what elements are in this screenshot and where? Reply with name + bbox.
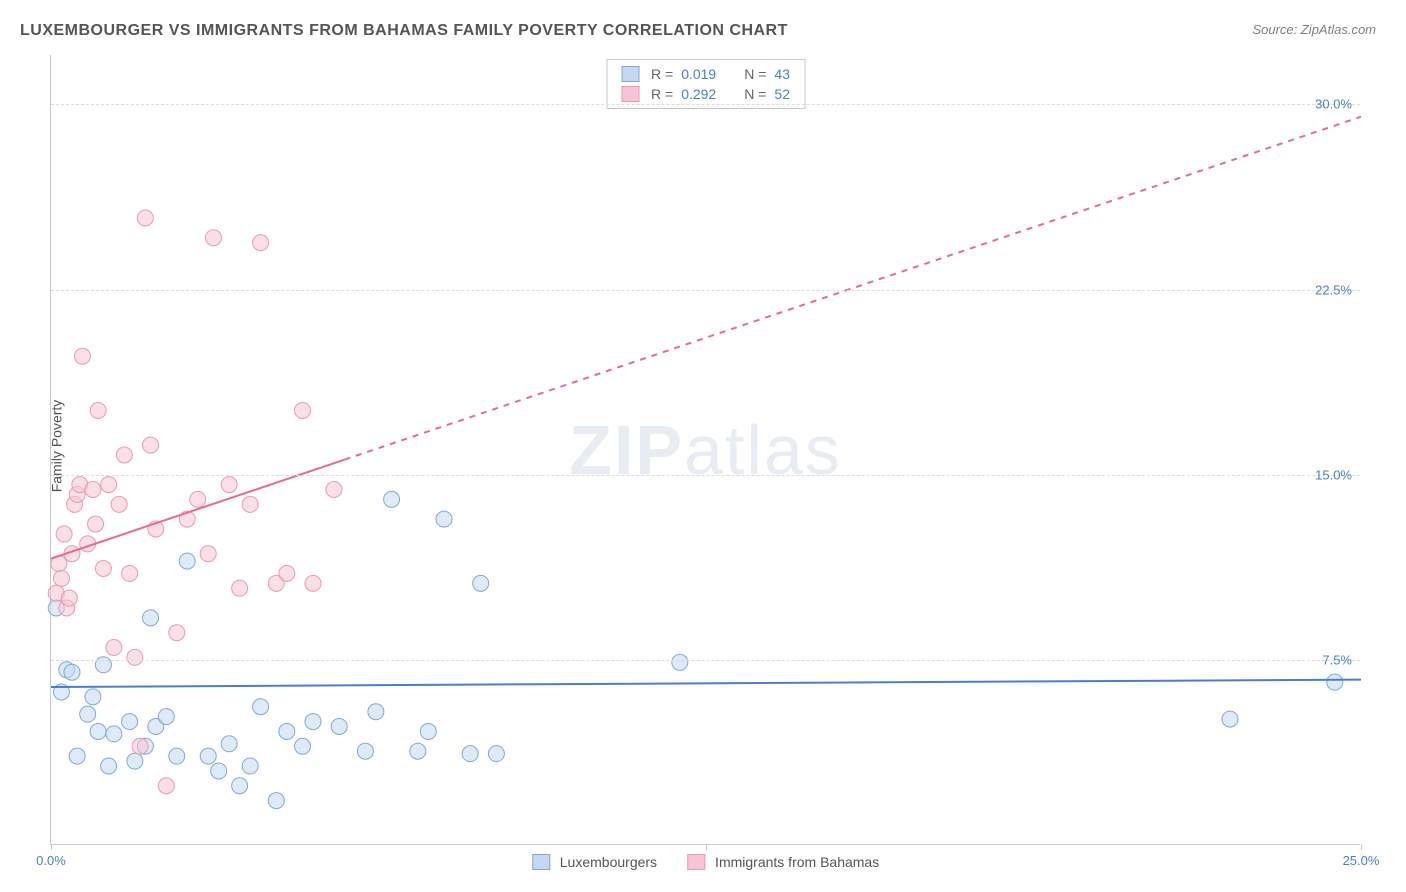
data-point	[132, 738, 148, 754]
data-point	[111, 496, 127, 512]
data-point	[1327, 674, 1343, 690]
data-point	[488, 746, 504, 762]
data-point	[253, 699, 269, 715]
data-point	[74, 348, 90, 364]
data-point	[101, 758, 117, 774]
data-point	[190, 491, 206, 507]
data-point	[420, 723, 436, 739]
data-point	[242, 758, 258, 774]
legend-label-luxembourgers: Luxembourgers	[560, 854, 657, 870]
chart-plot-area: ZIPatlas R = 0.019 N = 43 R = 0.292 N = …	[50, 55, 1360, 845]
trend-line-dashed	[344, 117, 1361, 460]
data-point	[95, 561, 111, 577]
x-tick	[51, 844, 52, 850]
legend-item-luxembourgers: Luxembourgers	[532, 854, 657, 870]
x-tick	[1361, 844, 1362, 850]
data-point	[268, 793, 284, 809]
data-point	[179, 553, 195, 569]
chart-source: Source: ZipAtlas.com	[1252, 22, 1376, 37]
data-point	[242, 496, 258, 512]
data-point	[295, 738, 311, 754]
legend-item-bahamas: Immigrants from Bahamas	[687, 854, 879, 870]
data-point	[127, 753, 143, 769]
data-point	[137, 210, 153, 226]
data-point	[221, 477, 237, 493]
data-point	[368, 704, 384, 720]
data-point	[232, 580, 248, 596]
chart-title: LUXEMBOURGER VS IMMIGRANTS FROM BAHAMAS …	[20, 22, 788, 40]
x-tick-label: 0.0%	[36, 853, 66, 868]
data-point	[384, 491, 400, 507]
data-point	[200, 546, 216, 562]
data-point	[85, 482, 101, 498]
data-point	[122, 714, 138, 730]
data-point	[158, 709, 174, 725]
x-tick	[706, 844, 707, 850]
gridline	[51, 104, 1360, 105]
data-point	[279, 723, 295, 739]
data-point	[80, 706, 96, 722]
y-tick-label: 15.0%	[1315, 467, 1352, 482]
data-point	[205, 230, 221, 246]
swatch-bahamas	[687, 854, 705, 870]
data-point	[85, 689, 101, 705]
data-point	[279, 565, 295, 581]
scatter-svg	[51, 55, 1360, 844]
data-point	[127, 649, 143, 665]
data-point	[211, 763, 227, 779]
series-legend: Luxembourgers Immigrants from Bahamas	[532, 854, 879, 870]
data-point	[672, 654, 688, 670]
data-point	[143, 610, 159, 626]
x-tick-label: 25.0%	[1343, 853, 1380, 868]
data-point	[462, 746, 478, 762]
data-point	[101, 477, 117, 493]
data-point	[169, 748, 185, 764]
data-point	[158, 778, 174, 794]
data-point	[116, 447, 132, 463]
data-point	[122, 565, 138, 581]
data-point	[90, 723, 106, 739]
gridline	[51, 660, 1360, 661]
data-point	[436, 511, 452, 527]
data-point	[357, 743, 373, 759]
data-point	[410, 743, 426, 759]
gridline	[51, 290, 1360, 291]
data-point	[473, 575, 489, 591]
data-point	[331, 719, 347, 735]
data-point	[169, 625, 185, 641]
y-tick-label: 22.5%	[1315, 282, 1352, 297]
data-point	[88, 516, 104, 532]
data-point	[64, 664, 80, 680]
data-point	[253, 235, 269, 251]
data-point	[90, 403, 106, 419]
data-point	[1222, 711, 1238, 727]
data-point	[221, 736, 237, 752]
data-point	[69, 748, 85, 764]
data-point	[56, 526, 72, 542]
trend-line-solid	[51, 680, 1361, 687]
legend-label-bahamas: Immigrants from Bahamas	[715, 854, 879, 870]
data-point	[200, 748, 216, 764]
swatch-luxembourgers	[532, 854, 550, 870]
data-point	[106, 726, 122, 742]
data-point	[295, 403, 311, 419]
data-point	[106, 640, 122, 656]
data-point	[232, 778, 248, 794]
data-point	[143, 437, 159, 453]
gridline	[51, 475, 1360, 476]
data-point	[305, 714, 321, 730]
data-point	[61, 590, 77, 606]
data-point	[53, 570, 69, 586]
y-tick-label: 30.0%	[1315, 97, 1352, 112]
data-point	[326, 482, 342, 498]
data-point	[305, 575, 321, 591]
y-tick-label: 7.5%	[1322, 652, 1352, 667]
